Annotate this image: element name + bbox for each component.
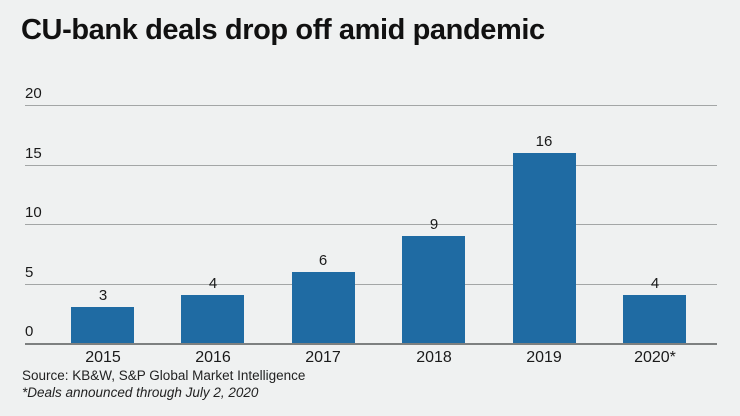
bar-2018 (402, 236, 465, 343)
chart-title: CU-bank deals drop off amid pandemic (21, 14, 545, 46)
y-tick-label-10: 10 (25, 204, 42, 221)
gridline-y-5 (25, 283, 717, 285)
source-attribution: Source: KB&W, S&P Global Market Intellig… (22, 368, 306, 383)
y-tick-label-5: 5 (25, 263, 34, 281)
x-axis-line (25, 343, 717, 345)
bar-value-label-2019: 16 (535, 133, 553, 150)
x-tick-label-2020*: 2020* (634, 349, 676, 366)
x-tick-label-2019: 2019 (526, 349, 562, 366)
x-tick-label-2017: 2017 (305, 349, 341, 366)
gridline-y-15 (25, 164, 717, 166)
bar-2016 (181, 295, 244, 343)
bar-2015 (71, 307, 134, 343)
x-tick-label-2015: 2015 (85, 349, 121, 366)
gridline-y-20 (25, 105, 717, 106)
x-tick-label-2016: 2016 (195, 349, 231, 366)
x-tick-label-2018: 2018 (416, 349, 452, 366)
bar-value-label-2015: 3 (98, 287, 108, 304)
bar-2020* (623, 295, 686, 343)
bar-value-label-2020*: 4 (650, 275, 660, 292)
bar-2017 (292, 272, 355, 343)
bar-value-label-2018: 9 (429, 216, 439, 233)
gridline-y-10 (25, 224, 717, 225)
y-tick-label-20: 20 (25, 85, 42, 102)
bar-2019 (513, 153, 576, 343)
bar-value-label-2016: 4 (208, 275, 218, 292)
bar-value-label-2017: 6 (318, 252, 328, 269)
y-tick-label-15: 15 (25, 144, 42, 162)
y-tick-label-0: 0 (25, 323, 34, 340)
footnote: *Deals announced through July 2, 2020 (22, 385, 259, 400)
